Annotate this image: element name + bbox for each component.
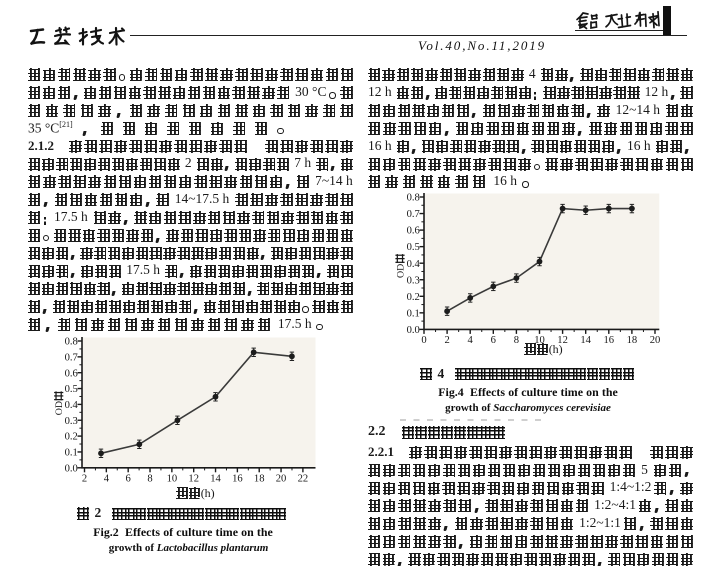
- svg-text:0.8: 0.8: [406, 193, 419, 204]
- svg-text:10: 10: [166, 473, 177, 484]
- svg-text:8: 8: [147, 473, 152, 484]
- svg-text:0.6: 0.6: [406, 226, 419, 237]
- svg-text:0.5: 0.5: [64, 384, 77, 395]
- svg-text:OD: OD: [54, 401, 65, 415]
- svg-text:14: 14: [210, 473, 221, 484]
- svg-text:10: 10: [534, 335, 545, 346]
- svg-text:4: 4: [467, 335, 473, 346]
- svg-text:0.3: 0.3: [64, 416, 77, 427]
- svg-text:12: 12: [557, 335, 568, 346]
- svg-text:22: 22: [297, 473, 308, 484]
- svg-text:OD: OD: [395, 264, 406, 278]
- svg-text:0.8: 0.8: [64, 336, 77, 347]
- svg-text:4: 4: [103, 473, 109, 484]
- svg-text:16: 16: [603, 335, 614, 346]
- svg-text:6: 6: [125, 473, 130, 484]
- svg-text:0.1: 0.1: [406, 308, 419, 319]
- svg-text:0.2: 0.2: [64, 431, 77, 442]
- svg-text:18: 18: [626, 335, 637, 346]
- svg-text:0.1: 0.1: [64, 447, 77, 458]
- svg-text:0.6: 0.6: [64, 368, 77, 379]
- svg-text:0.2: 0.2: [406, 292, 419, 303]
- svg-text:18: 18: [253, 473, 264, 484]
- svg-text:0.4: 0.4: [406, 259, 420, 270]
- svg-text:0.0: 0.0: [406, 325, 419, 336]
- svg-text:0: 0: [421, 335, 426, 346]
- svg-text:0.7: 0.7: [64, 352, 77, 363]
- svg-text:0.4: 0.4: [64, 400, 78, 411]
- svg-text:20: 20: [649, 335, 660, 346]
- svg-text:2: 2: [81, 473, 86, 484]
- svg-text:0.7: 0.7: [406, 209, 419, 220]
- svg-text:0.3: 0.3: [406, 275, 419, 286]
- svg-text:0.0: 0.0: [64, 463, 77, 474]
- svg-text:20: 20: [275, 473, 286, 484]
- svg-text:8: 8: [513, 335, 518, 346]
- svg-text:6: 6: [490, 335, 495, 346]
- svg-text:2: 2: [444, 335, 449, 346]
- svg-text:16: 16: [232, 473, 243, 484]
- svg-text:12: 12: [188, 473, 199, 484]
- svg-text:14: 14: [580, 335, 591, 346]
- svg-text:0.5: 0.5: [406, 242, 419, 253]
